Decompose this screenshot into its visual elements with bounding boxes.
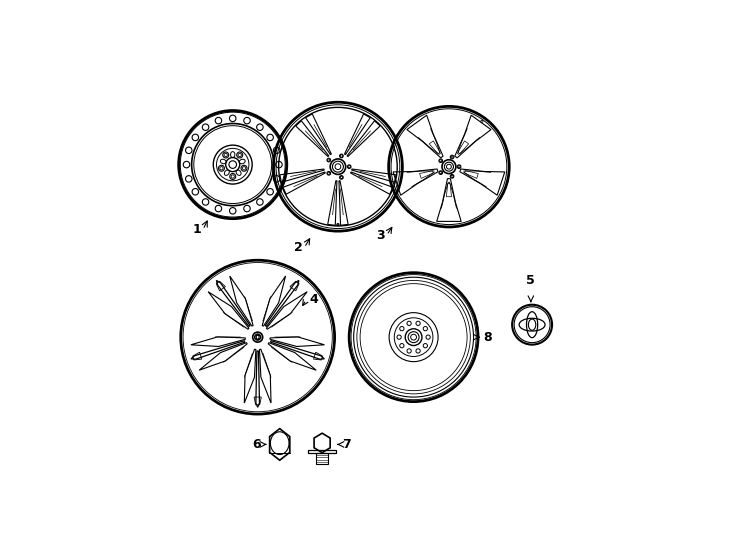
Text: 5: 5 — [526, 274, 535, 287]
Text: 6: 6 — [252, 438, 261, 451]
Text: 8: 8 — [483, 330, 492, 343]
Text: 1: 1 — [192, 224, 201, 237]
Text: 4: 4 — [310, 293, 318, 306]
Text: 3: 3 — [376, 229, 385, 242]
Text: 2: 2 — [294, 241, 302, 254]
Bar — [308, 450, 336, 453]
Text: 7: 7 — [342, 438, 351, 451]
Bar — [316, 453, 328, 464]
